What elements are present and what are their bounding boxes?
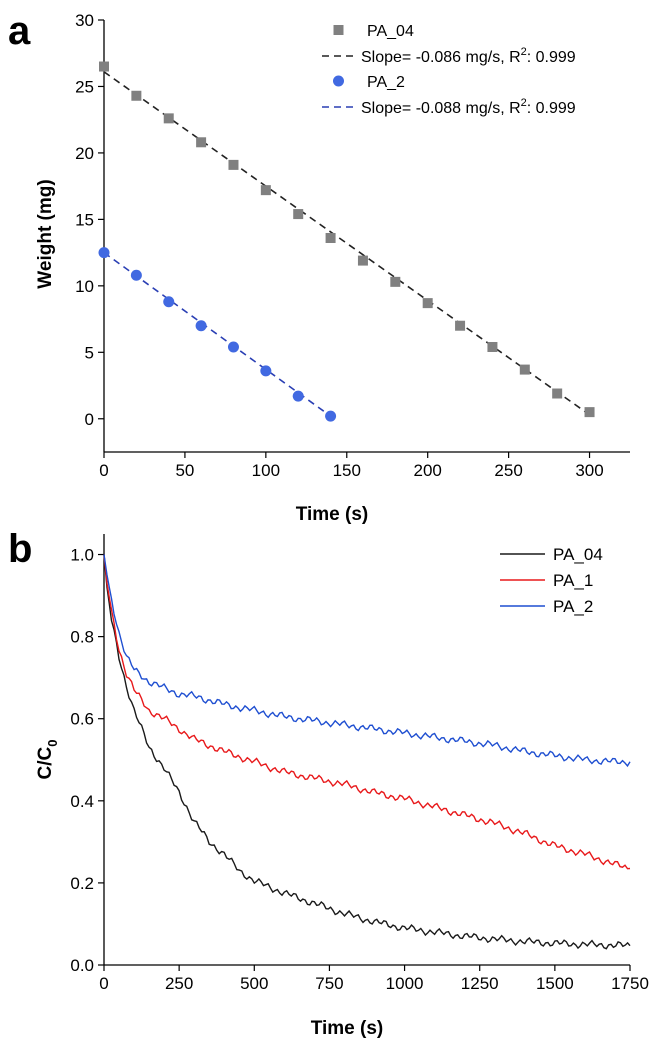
- fit-label-main: Slope= -0.086 mg/s, R: [361, 49, 521, 66]
- panel-letter-b: b: [8, 527, 32, 571]
- legend-marker-square: [333, 25, 344, 35]
- x-axis-title: Time (s): [296, 504, 369, 525]
- data-point-square: [293, 209, 304, 220]
- fit-label-tail: : 0.999: [527, 49, 576, 66]
- data-point-square: [487, 341, 498, 352]
- y-tick-label: 1.0: [70, 546, 94, 565]
- x-tick-label: 50: [175, 461, 194, 480]
- data-point-square: [131, 90, 142, 101]
- legend: PA_04 PA_1 PA_2: [500, 545, 603, 616]
- y-tick-label: 0.4: [70, 792, 94, 811]
- series-line-pa-1: [103, 554, 631, 870]
- x-tick-label: 500: [240, 974, 268, 993]
- y-tick-label: 0: [85, 410, 94, 429]
- fit-label-tail: : 0.999: [527, 100, 576, 117]
- x-tick-label: 150: [333, 461, 361, 480]
- legend-label: PA_2: [553, 597, 593, 616]
- chart-b: 0 250 500 750 1000 1250 1500 1750 0.0 0.2 0.4 0.6 0.…: [35, 534, 649, 1039]
- fit-line: [103, 251, 332, 417]
- chart-a: 0 50 100 150 200 250 300 0 5 10 15 20 25 30 Time (s) We…: [35, 11, 630, 525]
- x-tick-label: 100: [252, 461, 280, 480]
- data-point-square: [228, 159, 239, 170]
- y-tick-label: 15: [75, 210, 94, 229]
- data-point-circle: [98, 247, 110, 259]
- y-axis-title-main: C/C: [35, 746, 56, 779]
- data-point-circle: [325, 410, 337, 422]
- x-tick-label: 1500: [536, 974, 574, 993]
- data-point-square: [519, 364, 530, 375]
- data-point-square: [455, 320, 466, 331]
- legend-label: PA_04: [553, 545, 603, 564]
- y-tick-label: 0.0: [70, 956, 94, 975]
- legend-marker-circle: [333, 75, 344, 87]
- data-point-circle: [130, 269, 142, 281]
- data-point-square: [260, 185, 271, 196]
- y-tick-label: 0.2: [70, 874, 94, 893]
- data-point-square: [196, 137, 207, 148]
- data-point-square: [99, 61, 109, 72]
- x-tick-label: 1250: [461, 974, 499, 993]
- data-point-circle: [163, 296, 175, 308]
- y-tick-label: 10: [75, 277, 94, 296]
- fit-label-superscript: 2: [521, 46, 527, 58]
- x-tick-label: 0: [99, 974, 108, 993]
- data-point-square: [552, 388, 563, 399]
- data-point-square: [584, 407, 595, 418]
- x-tick-label: 750: [315, 974, 343, 993]
- series-line-pa-04: [103, 554, 631, 950]
- y-tick-label: 30: [75, 11, 94, 30]
- data-point-circle: [195, 320, 207, 332]
- series-line-pa-2: [103, 554, 631, 768]
- y-tick-label: 5: [85, 343, 94, 362]
- data-point-square: [357, 255, 368, 266]
- legend-label: PA_04: [367, 23, 414, 40]
- y-axis-title: Weight (mg): [35, 179, 56, 288]
- fit-label-main: Slope= -0.088 mg/s, R: [361, 100, 521, 117]
- y-tick-label: 0.8: [70, 628, 94, 647]
- data-point-circle: [227, 341, 239, 353]
- data-point-circle: [260, 365, 272, 377]
- x-tick-label: 1000: [386, 974, 424, 993]
- x-tick-label: 1750: [611, 974, 649, 993]
- y-axis-title: C/C0: [35, 740, 60, 780]
- x-tick-label: 200: [414, 461, 442, 480]
- legend-fit-label: Slope= -0.088 mg/s, R2: 0.999: [361, 97, 576, 117]
- data-point-square: [325, 232, 336, 243]
- y-tick-label: 20: [75, 144, 94, 163]
- legend-fit-label: Slope= -0.086 mg/s, R2: 0.999: [361, 46, 576, 66]
- data-point-square: [422, 298, 433, 309]
- data-point-square: [390, 276, 401, 287]
- panel-letter-a: a: [8, 9, 31, 53]
- fit-label-superscript: 2: [521, 97, 527, 109]
- x-tick-label: 0: [99, 461, 108, 480]
- x-tick-label: 300: [575, 461, 603, 480]
- y-tick-label: 25: [75, 77, 94, 96]
- data-point-square: [163, 113, 174, 124]
- legend-label: PA_1: [553, 571, 593, 590]
- x-tick-label: 250: [494, 461, 522, 480]
- data-point-circle: [292, 390, 304, 402]
- x-tick-label: 250: [165, 974, 193, 993]
- x-axis-title: Time (s): [311, 1018, 384, 1039]
- fit-line: [103, 71, 590, 416]
- legend-label: PA_2: [367, 74, 405, 91]
- y-axis-title-subscript: 0: [45, 740, 60, 747]
- y-tick-label: 0.6: [70, 710, 94, 729]
